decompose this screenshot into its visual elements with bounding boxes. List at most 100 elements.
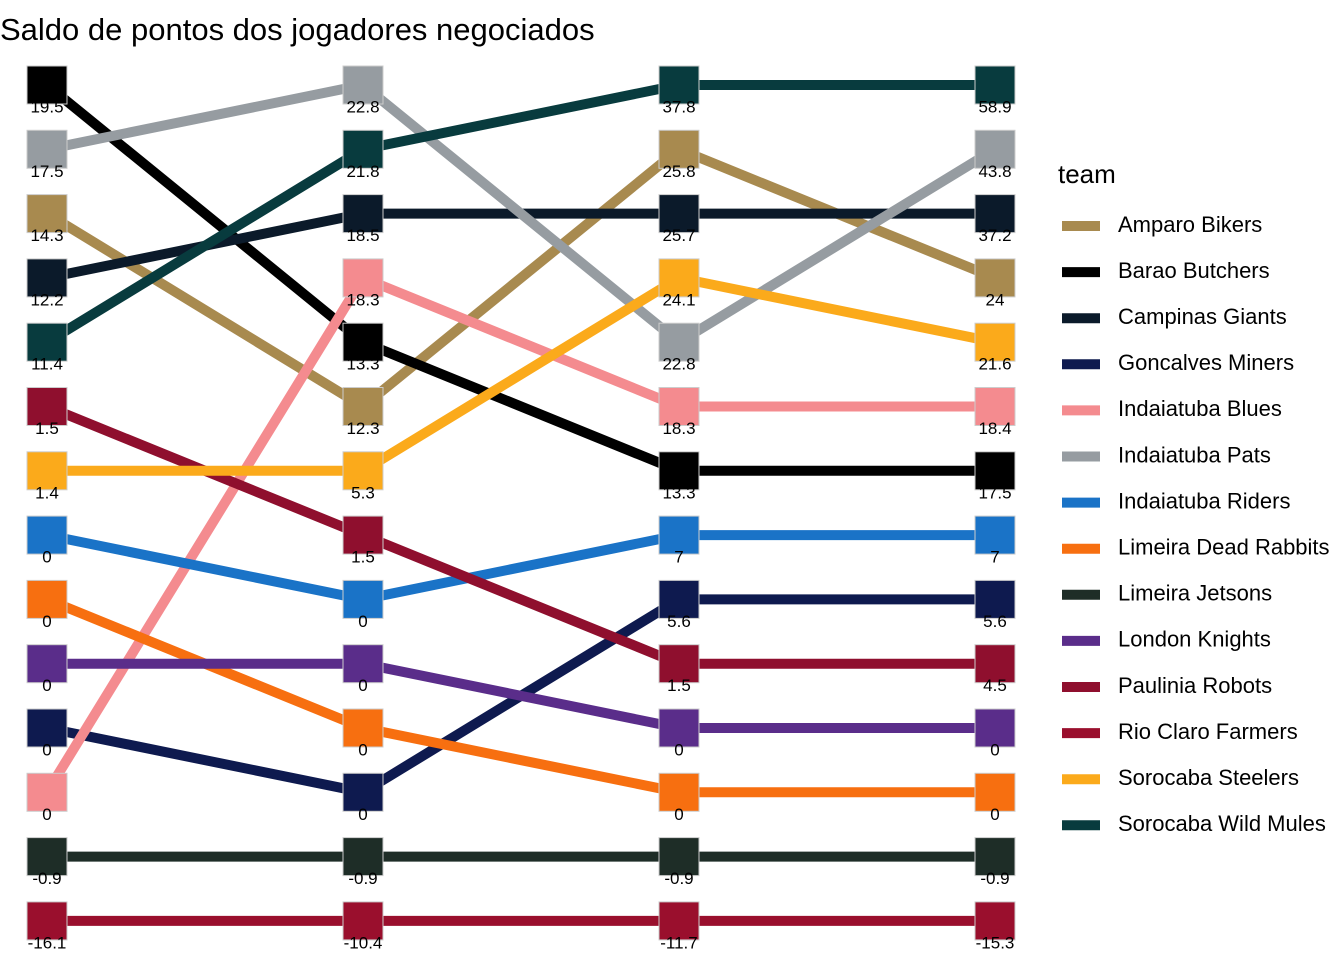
team-logo xyxy=(26,387,68,426)
value-label: 5.6 xyxy=(667,612,691,631)
value-label: 18.3 xyxy=(346,290,379,309)
team-logo xyxy=(342,194,384,234)
team-logo xyxy=(26,65,68,105)
team-logo xyxy=(658,258,700,298)
value-label: 21.6 xyxy=(978,355,1011,374)
legend-label: Barao Butchers xyxy=(1118,258,1270,283)
value-label: 58.9 xyxy=(978,97,1011,116)
team-logo xyxy=(658,451,700,491)
value-label: 18.5 xyxy=(346,226,379,245)
value-label: 14.3 xyxy=(30,226,63,245)
team-logo xyxy=(26,322,68,362)
legend-label: Rio Claro Farmers xyxy=(1118,719,1298,744)
team-logo xyxy=(26,129,68,169)
legend-label: Sorocaba Steelers xyxy=(1118,765,1299,790)
team-logo xyxy=(658,901,700,941)
series-line xyxy=(47,272,996,476)
value-label: 7 xyxy=(674,548,683,567)
value-label: 17.5 xyxy=(30,162,63,181)
legend-label: Amparo Bikers xyxy=(1118,212,1262,237)
value-label: 1.5 xyxy=(351,548,375,567)
value-label: 24.1 xyxy=(662,290,695,309)
team-logo xyxy=(26,708,68,748)
value-label: 0 xyxy=(358,612,367,631)
legend-label: Indaiatuba Blues xyxy=(1118,396,1282,421)
chart-title: Saldo de pontos dos jogadores negociados xyxy=(0,12,595,47)
value-label: 12.2 xyxy=(30,290,63,309)
team-logo xyxy=(342,451,384,491)
legend-label: Limeira Dead Rabbits xyxy=(1118,535,1330,560)
team-logo xyxy=(342,258,384,298)
team-logo xyxy=(974,772,1016,812)
team-logo xyxy=(658,194,700,234)
team-logo xyxy=(26,644,68,684)
value-label: 37.8 xyxy=(662,97,695,116)
legend-label: Paulinia Robots xyxy=(1118,673,1272,698)
team-logo xyxy=(974,194,1016,234)
team-logo xyxy=(974,129,1016,169)
team-logo xyxy=(974,901,1016,941)
team-logo xyxy=(658,772,700,812)
value-label: 25.8 xyxy=(662,162,695,181)
value-label: 7 xyxy=(990,548,999,567)
value-label: -11.7 xyxy=(660,933,698,952)
team-logo xyxy=(342,65,384,105)
value-label: 5.6 xyxy=(983,612,1007,631)
value-label: 1.5 xyxy=(667,676,691,695)
value-label: 0 xyxy=(674,740,683,759)
value-label: 13.3 xyxy=(662,483,695,502)
team-logo xyxy=(26,579,68,619)
team-logo xyxy=(974,258,1016,298)
value-label: 11.4 xyxy=(31,355,63,374)
team-logo xyxy=(26,451,68,491)
team-logo xyxy=(974,515,1016,555)
series-line xyxy=(44,143,997,413)
value-label: 5.3 xyxy=(351,483,375,502)
value-label: 22.8 xyxy=(346,97,379,116)
value-label: 0 xyxy=(358,805,367,824)
value-label: -0.9 xyxy=(32,869,61,888)
value-label: 18.3 xyxy=(662,419,695,438)
value-label: 0 xyxy=(42,805,51,824)
value-label: -0.9 xyxy=(664,869,693,888)
team-logo xyxy=(26,901,68,941)
legend-label: London Knights xyxy=(1118,627,1271,652)
value-label: 0 xyxy=(42,740,51,759)
team-logo xyxy=(974,708,1016,748)
value-label: 4.5 xyxy=(983,676,1007,695)
team-logo xyxy=(974,387,1016,426)
value-label: 0 xyxy=(990,740,999,759)
team-logo xyxy=(658,322,700,362)
team-logo xyxy=(342,579,384,619)
series-line xyxy=(42,271,995,795)
series-line xyxy=(43,81,995,476)
legend-label: Sorocaba Wild Mules xyxy=(1118,811,1326,836)
logos xyxy=(26,65,1016,941)
value-label: 21.8 xyxy=(346,162,379,181)
legend-label: Indaiatuba Pats xyxy=(1118,442,1271,467)
team-logo xyxy=(658,644,700,684)
value-label: -10.4 xyxy=(344,933,383,952)
team-logo xyxy=(658,129,700,169)
team-logo xyxy=(974,451,1016,491)
value-label: 0 xyxy=(42,676,51,695)
team-logo xyxy=(342,644,384,684)
team-logo xyxy=(342,772,384,812)
value-label: 25.7 xyxy=(662,226,695,245)
value-label: 37.2 xyxy=(978,226,1011,245)
value-label: 12.3 xyxy=(346,419,379,438)
value-label: -0.9 xyxy=(348,869,377,888)
value-label: 19.5 xyxy=(30,97,63,116)
team-logo xyxy=(26,515,68,555)
value-label: -16.1 xyxy=(28,933,67,952)
legend-label: Campinas Giants xyxy=(1118,304,1287,329)
team-logo xyxy=(974,579,1016,619)
team-logo xyxy=(26,837,68,877)
value-label: 22.8 xyxy=(662,355,695,374)
team-logo xyxy=(658,515,700,555)
team-logo xyxy=(658,65,700,105)
team-logo xyxy=(342,901,384,941)
series-line xyxy=(46,530,995,605)
team-logo xyxy=(342,708,384,748)
